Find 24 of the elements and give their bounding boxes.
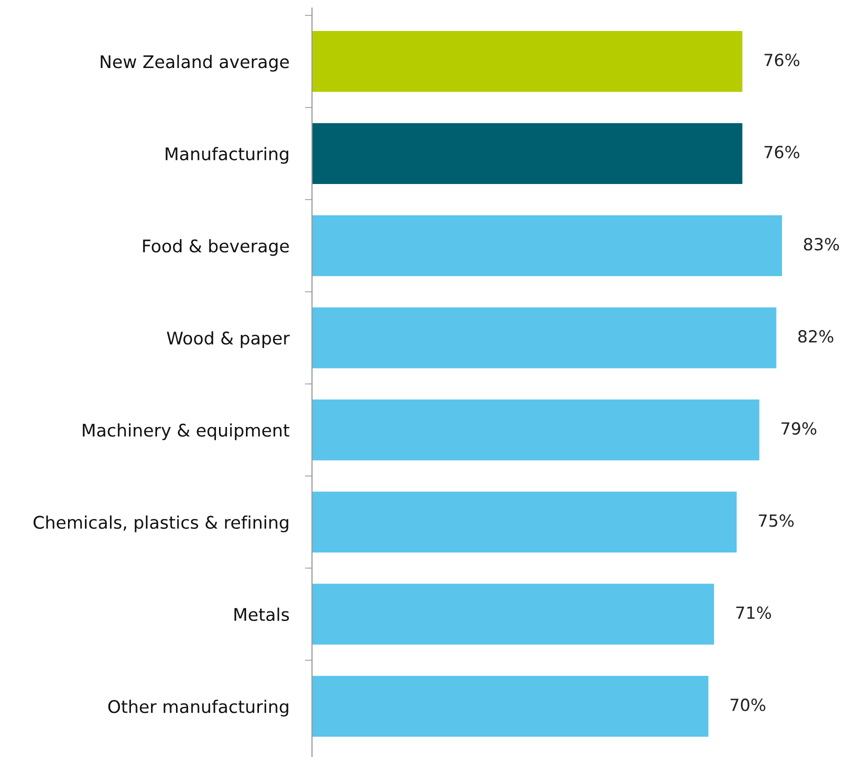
y-tick-label: Wood & paper	[166, 331, 290, 348]
y-tick-label: Food & beverage	[143, 239, 289, 256]
y-tick-label: Metals	[234, 608, 289, 622]
y-tick-label: Machinery & equipment	[82, 423, 290, 440]
bar	[312, 400, 760, 460]
bar	[312, 215, 782, 276]
y-tick-label: Chemicals, plastics & refining	[34, 515, 288, 532]
bar	[312, 31, 742, 92]
bar	[312, 123, 742, 184]
bar	[312, 584, 714, 645]
data-label: 76%	[764, 146, 800, 158]
bar	[312, 492, 737, 552]
bar	[312, 307, 776, 368]
data-label: 71%	[736, 606, 772, 620]
data-label: 79%	[782, 422, 816, 435]
data-label: 70%	[730, 698, 766, 712]
data-label: 76%	[764, 54, 800, 66]
y-tick-label: Manufacturing	[166, 146, 288, 164]
data-label: 83%	[804, 238, 839, 251]
bar	[312, 676, 708, 737]
y-tick-label: Other manufacturing	[108, 700, 288, 717]
data-label: 82%	[798, 330, 834, 343]
y-tick-label: New Zealand average	[100, 54, 289, 72]
data-label: 75%	[758, 514, 794, 527]
